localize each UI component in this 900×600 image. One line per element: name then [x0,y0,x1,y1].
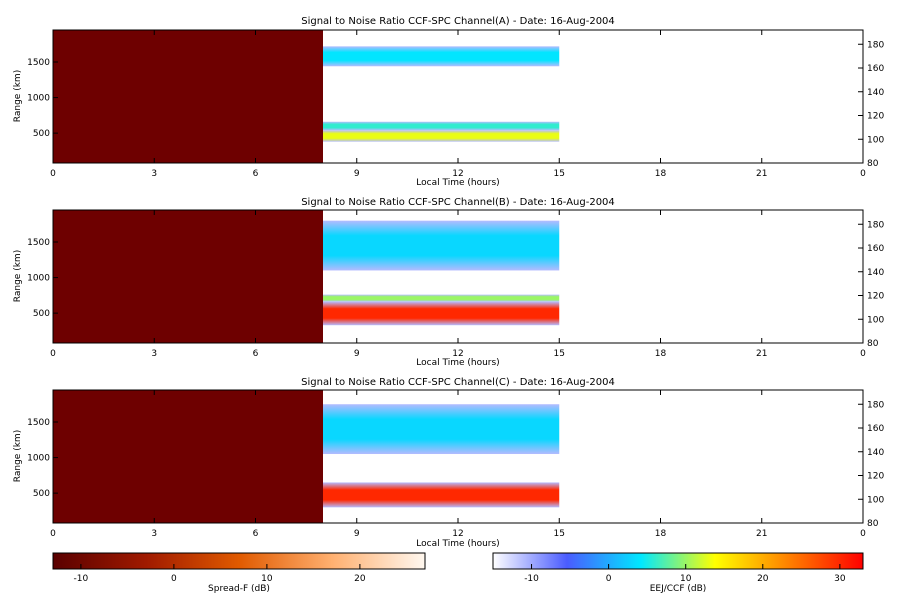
panel-a-spreadf-block [53,30,323,163]
x-tick-label: 21 [756,169,767,179]
panel-a-band-3 [323,130,560,142]
panel-a: Signal to Noise Ratio CCF-SPC Channel(A)… [13,16,884,188]
y-tick-label: 1000 [27,454,50,464]
y2-tick-label: 100 [867,315,884,325]
colorbar-tick-label: 10 [680,574,692,584]
y2-tick-label: 100 [867,135,884,145]
panel-c-ylabel: Range (km) [13,430,23,482]
y-tick-label: 500 [33,129,50,139]
y-tick-label: 1500 [27,418,50,428]
x-tick-label: 15 [554,169,565,179]
colorbar-tick-label: -10 [524,574,539,584]
y2-tick-label: 80 [867,519,879,529]
y2-tick-label: 180 [867,400,884,410]
x-tick-label: 3 [151,169,157,179]
colorbar-tick-label: 20 [757,574,769,584]
panel-c-bands [323,404,560,508]
x-tick-label: 9 [354,349,360,359]
colorbar-spread-f-bar [52,552,426,570]
colorbar-eej-ccf-bar [492,552,864,570]
panel-a-bands [323,46,560,142]
x-tick-label: 21 [756,529,767,539]
panel-a-title: Signal to Noise Ratio CCF-SPC Channel(A)… [301,16,615,27]
x-tick-label: 3 [151,529,157,539]
y2-tick-label: 160 [867,64,884,74]
x-tick-label: 6 [253,529,259,539]
colorbar-tick-label: 10 [261,574,273,584]
x-tick-label: 6 [253,169,259,179]
y2-tick-label: 80 [867,159,879,169]
colorbar-tick-label: 20 [354,574,366,584]
y2-tick-label: 120 [867,472,884,482]
y2-tick-label: 180 [867,40,884,50]
colorbar-tick-label: -10 [74,574,89,584]
x-tick-label: 12 [452,349,463,359]
x-tick-label: 0 [860,529,866,539]
y-tick-label: 500 [33,489,50,499]
panel-b-band-3 [323,301,560,326]
panel-b-spreadf-block [53,210,323,343]
x-tick-label: 15 [554,529,565,539]
colorbar-tick-label: 0 [606,574,612,584]
y2-tick-label: 120 [867,112,884,122]
y2-tick-label: 100 [867,495,884,505]
y2-tick-label: 140 [867,268,884,278]
y-tick-label: 1000 [27,274,50,284]
colorbar-tick-label: 0 [171,574,177,584]
x-tick-label: 0 [860,349,866,359]
x-tick-label: 9 [354,169,360,179]
panel-c-band-1 [323,404,560,455]
x-tick-label: 18 [655,169,667,179]
colorbar-eej-ccf: -10 0 10 20 30 EEJ/CCF (dB) [492,552,864,594]
y2-tick-label: 140 [867,448,884,458]
y-tick-label: 1500 [27,238,50,248]
x-tick-label: 21 [756,349,767,359]
x-tick-label: 18 [655,529,667,539]
panel-c-band-2 [323,482,560,508]
x-tick-label: 6 [253,349,259,359]
x-tick-label: 3 [151,349,157,359]
x-tick-label: 12 [452,529,463,539]
panel-c-title: Signal to Noise Ratio CCF-SPC Channel(C)… [301,377,615,388]
panel-b-xlabel: Local Time (hours) [416,358,499,368]
panel-c-spreadf-block [53,390,323,523]
y2-tick-label: 160 [867,244,884,254]
panel-b-ylabel: Range (km) [13,250,23,302]
colorbar-eej-ccf-label: EEJ/CCF (dB) [650,584,707,594]
y2-tick-label: 160 [867,424,884,434]
colorbar-spread-f: -10 0 10 20 Spread-F (dB) [52,552,426,594]
panel-b-band-2 [323,294,560,302]
x-tick-label: 18 [655,349,667,359]
panel-b-band-1 [323,220,560,271]
y-tick-label: 1500 [27,58,50,68]
y-tick-label: 1000 [27,94,50,104]
colorbar-spread-f-label: Spread-F (dB) [208,584,270,594]
panel-b-title: Signal to Noise Ratio CCF-SPC Channel(B)… [301,197,615,208]
y2-tick-label: 180 [867,220,884,230]
panel-b-bands [323,220,560,326]
panel-c-xlabel: Local Time (hours) [416,539,499,549]
x-tick-label: 12 [452,169,463,179]
panel-a-ylabel: Range (km) [13,70,23,122]
x-tick-label: 9 [354,529,360,539]
x-tick-label: 15 [554,349,565,359]
x-tick-label: 0 [50,529,56,539]
colorbar-tick-label: 30 [834,574,846,584]
panel-c: Signal to Noise Ratio CCF-SPC Channel(C)… [13,377,884,549]
panel-a-xlabel: Local Time (hours) [416,178,499,188]
y2-tick-label: 80 [867,339,879,349]
x-tick-label: 0 [50,349,56,359]
panel-a-band-2 [323,121,560,131]
y2-tick-label: 120 [867,292,884,302]
panel-a-band-1 [323,46,560,67]
y2-tick-label: 140 [867,88,884,98]
panel-b: Signal to Noise Ratio CCF-SPC Channel(B)… [13,197,884,368]
x-tick-label: 0 [860,169,866,179]
y-tick-label: 500 [33,309,50,319]
x-tick-label: 0 [50,169,56,179]
